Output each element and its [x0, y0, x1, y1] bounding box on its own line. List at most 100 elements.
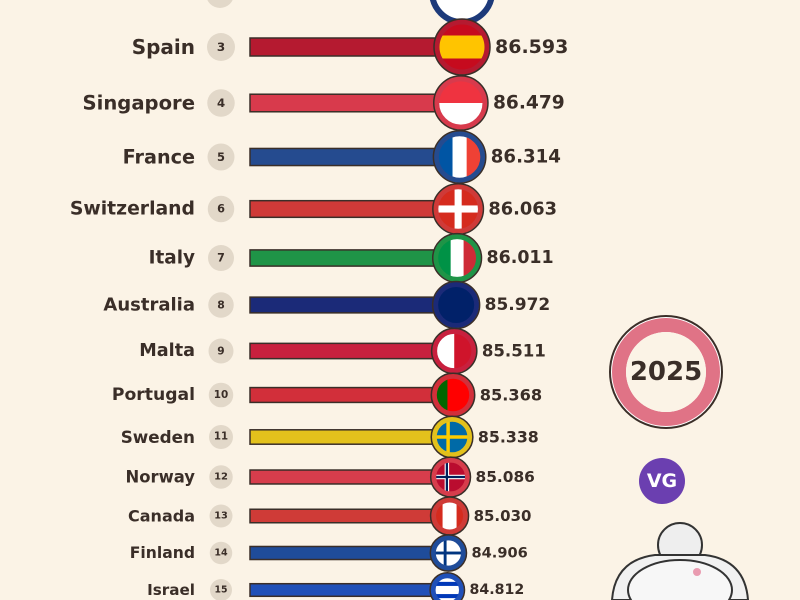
rank-label: 14: [214, 548, 228, 559]
category-label: Finland: [130, 544, 195, 562]
category-label: Switzerland: [70, 199, 195, 220]
category-label: Australia: [103, 295, 195, 316]
flag: [436, 378, 470, 412]
value-label: 86.314: [491, 147, 561, 168]
value-label: 85.030: [474, 507, 532, 525]
rank-label: 6: [217, 203, 225, 216]
rank-badge: [207, 89, 235, 117]
bar: [249, 469, 438, 485]
category-label: Singapore: [83, 92, 195, 115]
flag: [436, 333, 472, 369]
flag-ring: [433, 184, 483, 234]
value-label: 85.338: [478, 428, 539, 447]
category-label: Norway: [126, 468, 196, 487]
bar: [249, 147, 441, 167]
rank-badge: [207, 0, 233, 8]
flag-outline: [433, 18, 491, 76]
flag: [435, 502, 464, 530]
rank-label: 12: [214, 472, 228, 483]
category-label: Italy: [149, 248, 195, 269]
value-label: 84.906: [471, 545, 527, 562]
flag-ring: [430, 535, 466, 571]
flag-ring: [433, 234, 482, 282]
flag: [437, 238, 477, 278]
bar: [249, 582, 437, 598]
flag: [437, 188, 479, 230]
rank-badge: [208, 382, 234, 408]
year-ring: [612, 318, 720, 426]
rank-badge: [208, 245, 234, 271]
rank-label: 4: [217, 96, 225, 110]
bar: [249, 249, 440, 267]
value-label: 86.011: [487, 248, 554, 268]
rank-label: 5: [217, 150, 225, 164]
flag-outline: [429, 534, 468, 572]
rank-badge: [209, 541, 233, 565]
rank-badge: [209, 504, 233, 528]
rank-badge: [207, 143, 235, 171]
flag-ring: [433, 131, 486, 183]
category-label: Portugal: [112, 385, 195, 405]
bar: [249, 386, 439, 404]
rank-label: 3: [217, 40, 225, 54]
flag: [438, 80, 483, 126]
bar: [249, 37, 441, 57]
rank-label: 15: [214, 585, 227, 596]
value-label: 85.086: [475, 468, 534, 486]
rank-badge: [209, 465, 233, 489]
rank-badge: [208, 292, 234, 318]
value-label: 84.812: [469, 582, 524, 598]
flag-ring: [433, 282, 480, 328]
category-label: Canada: [128, 507, 195, 526]
flag-outline: [429, 572, 466, 600]
rank-label: 8: [217, 299, 225, 312]
value-label: 86.593: [495, 36, 568, 58]
rank-badge: [209, 425, 233, 449]
rank-badge: [208, 338, 234, 364]
bar: [249, 199, 440, 219]
rank-badge: [207, 195, 235, 223]
value-label: 86.479: [493, 93, 565, 114]
flag: [438, 135, 481, 179]
illustration: [610, 522, 750, 600]
category-label: Sweden: [121, 427, 195, 447]
flag-ring: [432, 328, 477, 374]
flag: [435, 462, 466, 492]
flag: [436, 421, 468, 453]
bar: [249, 296, 440, 314]
rank-badge: [210, 579, 232, 600]
flag-ring: [431, 416, 473, 458]
flag: [437, 286, 475, 324]
logo-text: VG: [647, 470, 677, 492]
logo: [639, 458, 685, 504]
flag-ring: [431, 497, 469, 535]
rank-label: 10: [214, 389, 228, 401]
rank-label: 7: [217, 252, 225, 265]
bar: [249, 508, 438, 524]
rank-label: 13: [214, 511, 228, 522]
category-label: Spain: [132, 35, 195, 59]
category-label: Malta: [139, 341, 195, 361]
value-label: 85.511: [482, 342, 546, 361]
bar: [249, 93, 441, 113]
category-label: France: [123, 146, 195, 169]
bar: [249, 429, 438, 445]
flag-ring: [431, 457, 470, 497]
value-label: 85.972: [485, 295, 551, 315]
flag: [435, 577, 460, 600]
flag-ring: [434, 76, 488, 130]
rank-badge: [207, 33, 235, 61]
year-ring: [626, 332, 706, 412]
bar: [249, 342, 439, 360]
flag-ring: [434, 19, 490, 75]
rank-label: 11: [214, 432, 228, 443]
flag-ring: [431, 373, 475, 417]
rank-label: 9: [217, 345, 224, 358]
category-label: Israel: [147, 581, 195, 599]
value-label: 85.368: [480, 386, 542, 405]
value-label: 86.063: [488, 199, 557, 220]
flag: [435, 539, 462, 567]
bar: [249, 545, 438, 561]
